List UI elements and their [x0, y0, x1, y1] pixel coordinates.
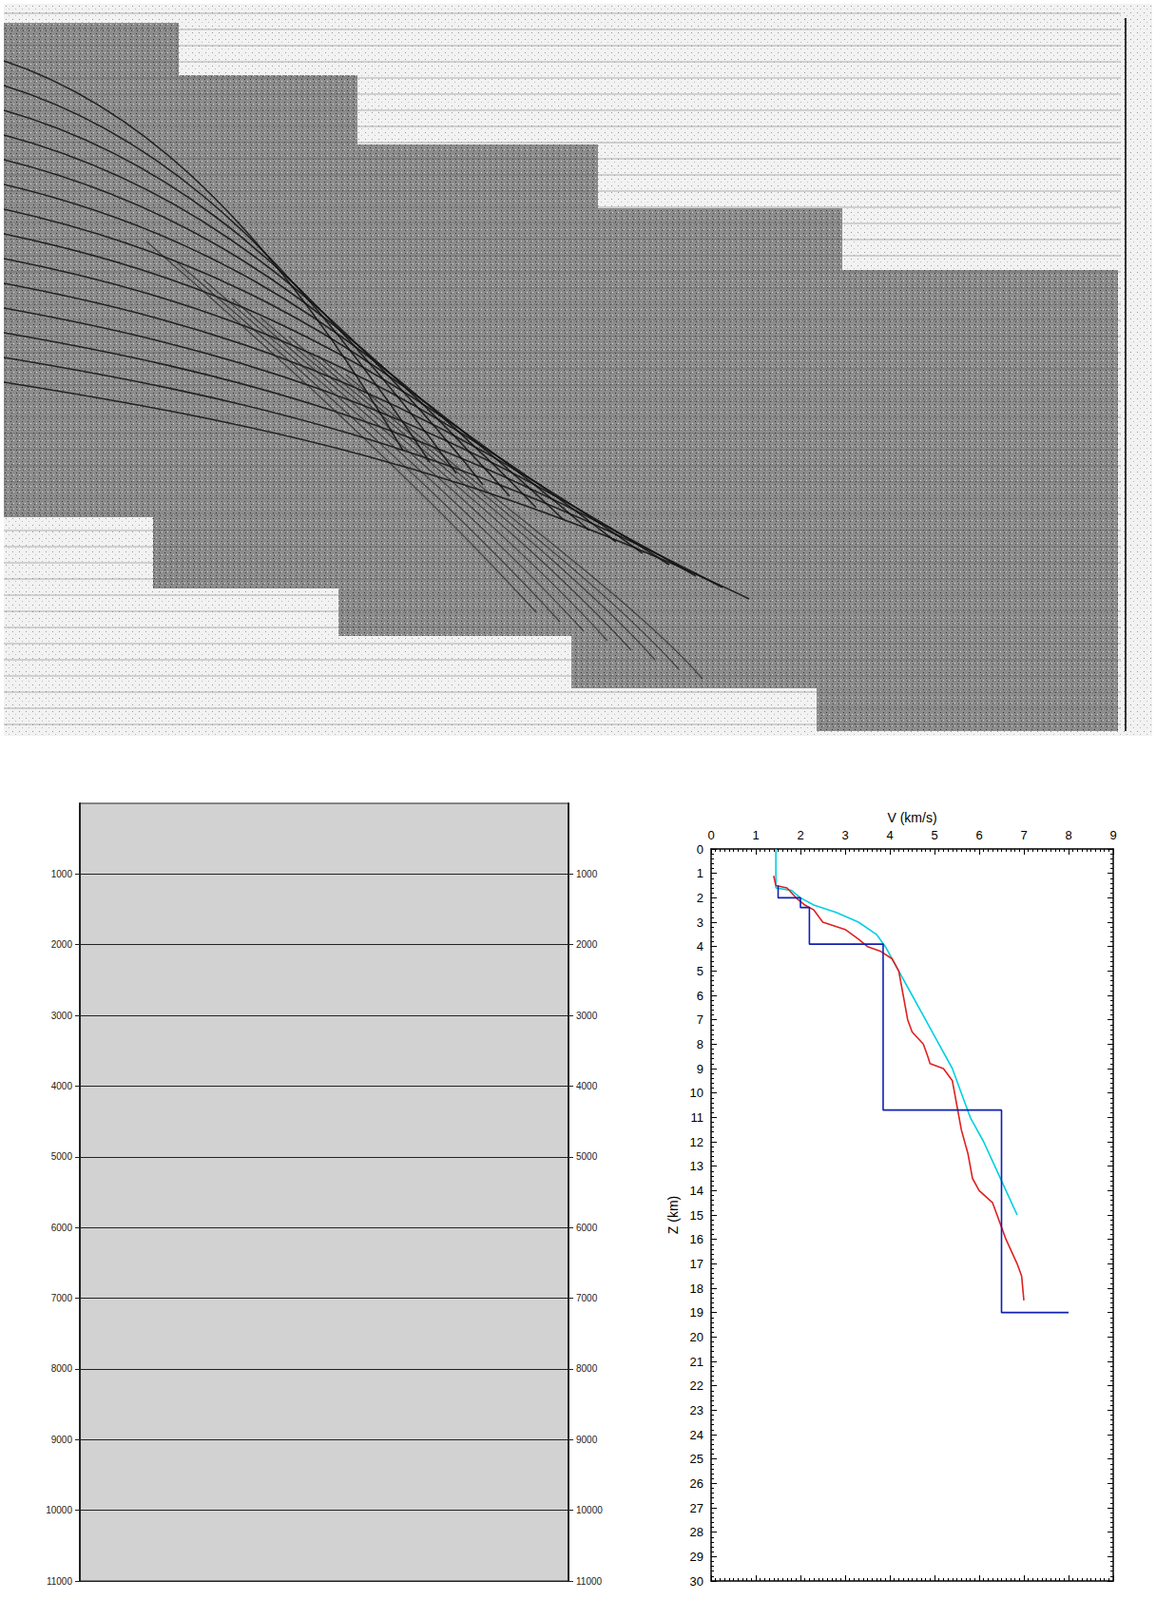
svg-text:2000: 2000	[51, 939, 74, 950]
svg-text:8: 8	[1064, 828, 1072, 843]
svg-text:Z (km): Z (km)	[665, 1195, 681, 1234]
svg-text:11000: 11000	[46, 1576, 74, 1587]
svg-text:8000: 8000	[576, 1363, 598, 1374]
svg-text:9: 9	[696, 1061, 704, 1077]
svg-text:1: 1	[751, 828, 759, 843]
svg-text:2000: 2000	[576, 939, 598, 950]
svg-text:3000: 3000	[51, 1010, 74, 1022]
svg-text:5000: 5000	[51, 1151, 74, 1162]
svg-text:7000: 7000	[51, 1292, 74, 1304]
svg-text:11000: 11000	[576, 1576, 603, 1587]
svg-text:19: 19	[690, 1305, 704, 1320]
svg-text:0: 0	[707, 828, 714, 843]
svg-text:2: 2	[796, 828, 804, 843]
svg-text:29: 29	[690, 1549, 704, 1564]
svg-text:1: 1	[696, 866, 704, 881]
svg-text:21: 21	[690, 1354, 704, 1369]
svg-text:3: 3	[696, 915, 704, 930]
svg-text:7: 7	[1020, 828, 1027, 843]
svg-text:3000: 3000	[576, 1010, 598, 1022]
svg-text:4: 4	[696, 939, 704, 954]
svg-text:25: 25	[690, 1451, 704, 1466]
svg-text:2: 2	[696, 890, 704, 906]
svg-text:1000: 1000	[576, 868, 598, 880]
svg-text:11: 11	[691, 1110, 705, 1125]
svg-text:10000: 10000	[576, 1504, 603, 1516]
svg-text:6000: 6000	[51, 1222, 74, 1234]
svg-text:6000: 6000	[576, 1222, 598, 1234]
svg-text:15: 15	[690, 1208, 704, 1223]
svg-text:6: 6	[975, 828, 983, 843]
svg-text:12: 12	[690, 1135, 704, 1150]
svg-text:9000: 9000	[576, 1434, 598, 1445]
svg-text:5: 5	[696, 963, 704, 979]
svg-text:10: 10	[690, 1085, 704, 1100]
svg-text:17: 17	[690, 1256, 704, 1272]
svg-text:20: 20	[690, 1329, 704, 1345]
svg-text:5: 5	[930, 828, 938, 843]
svg-text:7: 7	[696, 1012, 704, 1027]
svg-text:V (km/s): V (km/s)	[886, 809, 937, 826]
svg-text:27: 27	[690, 1501, 704, 1516]
svg-text:26: 26	[690, 1476, 704, 1491]
svg-text:0: 0	[696, 842, 704, 857]
svg-text:4: 4	[886, 828, 893, 843]
svg-text:8000: 8000	[51, 1363, 74, 1374]
svg-text:4000: 4000	[51, 1080, 74, 1092]
svg-text:1000: 1000	[51, 868, 74, 880]
svg-text:4000: 4000	[576, 1080, 598, 1092]
svg-text:8: 8	[696, 1037, 704, 1052]
svg-text:13: 13	[690, 1158, 704, 1174]
svg-text:10000: 10000	[45, 1504, 73, 1516]
svg-text:28: 28	[690, 1524, 704, 1540]
svg-text:5000: 5000	[576, 1151, 598, 1162]
svg-text:23: 23	[690, 1403, 704, 1418]
svg-text:16: 16	[690, 1232, 704, 1247]
svg-text:9000: 9000	[51, 1434, 74, 1445]
svg-text:22: 22	[690, 1378, 704, 1393]
svg-text:7000: 7000	[576, 1292, 598, 1304]
svg-text:9: 9	[1109, 828, 1117, 843]
svg-text:14: 14	[690, 1183, 704, 1198]
svg-text:24: 24	[690, 1427, 704, 1443]
svg-text:18: 18	[690, 1281, 704, 1296]
svg-text:6: 6	[696, 988, 704, 1003]
svg-text:3: 3	[841, 828, 848, 843]
svg-text:30: 30	[690, 1574, 704, 1589]
